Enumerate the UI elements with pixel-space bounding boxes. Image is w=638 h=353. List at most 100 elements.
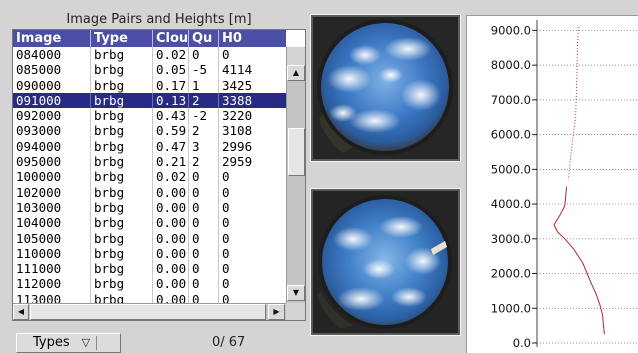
cell-type: brbg [91,215,153,231]
cell-h0: 3425 [222,77,253,93]
cell-quality: 0 [189,245,219,262]
y-tick-label: 4000.0 [491,197,531,211]
cell-h0: 0 [222,184,230,200]
scrollbar-corner [286,303,305,320]
y-tick-label: 8000.0 [491,58,531,72]
cell-cloud: 0.05 [153,62,189,78]
height-profile-svg: 0.0 1000.0 2000.0 3000.0 4000.0 5000.0 6000.0 7… [491,20,638,350]
table-row[interactable]: 100000 brbg 0.02 0 0 [13,169,286,185]
table-row[interactable]: 094000 brbg 0.47 3 2996 [13,138,286,155]
table-body: 084000 brbg 0.02 0 0 085000 brbg 0.05 -5 4114 0900… [13,47,286,303]
table-row[interactable]: 104000 brbg 0.00 0 0 [13,215,286,231]
cell-type: brbg [91,276,153,292]
cell-type: brbg [91,291,153,303]
cell-type: brbg [91,92,153,109]
cell-type: brbg [91,108,153,124]
sky-image-top-graphic [313,17,458,159]
table-row[interactable]: 105000 brbg 0.00 0 0 [13,230,286,246]
cell-image: 105000 [13,230,91,246]
cell-image: 111000 [13,261,91,277]
table-row[interactable]: 113000 brbg 0.00 0 0 [13,291,286,303]
cell-cloud: 0.00 [153,215,189,231]
table-title: Image Pairs and Heights [m] [66,12,252,27]
table-row[interactable]: 111000 brbg 0.00 0 0 [13,261,286,277]
cell-cloud: 0.00 [153,291,189,303]
cell-type: brbg [91,47,153,63]
cell-image: 110000 [13,245,91,262]
cell-cloud: 0.02 [153,169,189,185]
scroll-down-button[interactable]: ▼ [287,285,305,301]
cell-cloud: 0.00 [153,184,189,200]
cell-h0: 0 [222,215,230,231]
table-row[interactable]: 093000 brbg 0.59 2 3108 [13,123,286,139]
table-row-selected[interactable]: 091000 brbg 0.13 2 3388 [13,92,286,109]
y-tick-label: 7000.0 [491,93,531,107]
cell-image: 113000 [13,291,91,303]
column-header-image[interactable]: Image [13,30,91,47]
cell-cloud: 0.47 [153,138,189,155]
vertical-scrollbar[interactable]: ▲ ▼ [286,65,305,303]
sky-image-top[interactable] [310,14,461,162]
cell-quality: 0 [189,291,219,303]
cell-image: 102000 [13,184,91,200]
cell-quality: -2 [189,108,219,124]
cell-quality: 2 [189,123,219,139]
image-pairs-table: Image Type Clou Qu H0 084000 brbg 0.02 0 0 08… [12,29,306,321]
cell-quality: 0 [189,184,219,200]
scroll-up-button[interactable]: ▲ [287,65,305,81]
table-row[interactable]: 103000 brbg 0.00 0 0 [13,199,286,216]
cell-h0: 0 [222,230,230,246]
cell-h0: 0 [222,261,230,277]
horizontal-scrollbar[interactable]: ◀ ▶ [13,303,286,320]
cell-cloud: 0.21 [153,154,189,170]
cell-quality: 2 [189,154,219,170]
horizontal-scroll-thumb[interactable] [30,304,266,320]
cell-image: 084000 [13,47,91,63]
column-header-h0[interactable]: H0 [222,31,242,46]
chevron-down-icon: ▽ [81,336,91,349]
scroll-right-button[interactable]: ▶ [268,304,285,320]
table-row[interactable]: 084000 brbg 0.02 0 0 [13,47,286,63]
table-row[interactable]: 095000 brbg 0.21 2 2959 [13,154,286,170]
vertical-scroll-thumb[interactable] [288,128,305,176]
cell-cloud: 0.00 [153,230,189,246]
cell-cloud: 0.59 [153,123,189,139]
cell-image: 112000 [13,276,91,292]
cell-quality: 0 [189,47,219,63]
column-header-quality[interactable]: Qu [189,30,219,47]
table-row[interactable]: 110000 brbg 0.00 0 0 [13,245,286,262]
cell-type: brbg [91,199,153,216]
column-header-type[interactable]: Type [91,30,153,47]
height-profile-line [553,186,605,335]
cell-quality: -5 [189,62,219,78]
cell-image: 090000 [13,77,91,93]
bottom-bar: Types ▽ 0/ 67 [12,333,306,353]
scroll-left-button[interactable]: ◀ [13,304,29,320]
cell-h0: 3108 [222,123,253,139]
y-tick-label: 6000.0 [491,128,531,142]
cell-h0: 0 [222,276,230,292]
y-tick-label: 3000.0 [491,232,531,246]
sky-image-bottom[interactable] [310,188,461,336]
table-row[interactable]: 090000 brbg 0.17 1 3425 [13,77,286,93]
cell-h0: 0 [222,245,230,261]
cell-type: brbg [91,123,153,139]
column-header-cloud[interactable]: Clou [153,30,189,47]
height-profile-plot[interactable]: 0.0 1000.0 2000.0 3000.0 4000.0 5000.0 6000.0 7… [466,15,638,353]
cell-quality: 0 [189,230,219,246]
cell-cloud: 0.00 [153,276,189,292]
cell-h0: 4114 [222,62,253,78]
cell-cloud: 0.13 [153,92,189,109]
table-row[interactable]: 085000 brbg 0.05 -5 4114 [13,62,286,78]
cell-quality: 0 [189,276,219,292]
cell-image: 093000 [13,123,91,139]
cell-image: 103000 [13,199,91,216]
table-row[interactable]: 092000 brbg 0.43 -2 3220 [13,108,286,124]
types-dropdown[interactable]: Types ▽ [16,333,121,353]
cell-image: 100000 [13,169,91,185]
table-row[interactable]: 102000 brbg 0.00 0 0 [13,184,286,200]
table-row[interactable]: 112000 brbg 0.00 0 0 [13,276,286,292]
cell-image: 085000 [13,62,91,78]
cell-cloud: 0.00 [153,199,189,216]
cell-quality: 0 [189,199,219,216]
